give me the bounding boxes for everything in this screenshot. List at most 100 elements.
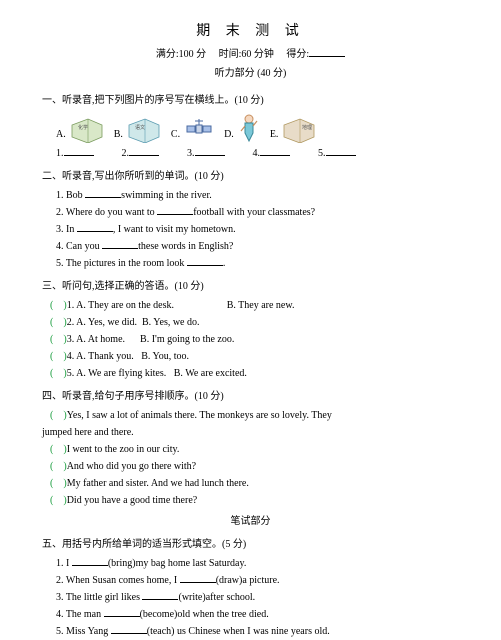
paren-open: ( [50, 334, 53, 345]
paren-open: ( [50, 300, 53, 311]
s1-label-b: B. [114, 126, 123, 143]
s2-q4b: these words in English? [138, 241, 233, 252]
s3-q1: ( )1. A. They are on the desk. B. They a… [42, 297, 459, 314]
paren-open: ( [50, 444, 53, 455]
page-title: 期 末 测 试 [42, 20, 459, 44]
s1-label-d: D. [224, 126, 234, 143]
s5-q5b: (teach) us Chinese when I was nine years… [147, 626, 330, 637]
score-row: 满分:100 分 时间:60 分钟 得分: [42, 46, 459, 63]
book-icon-1: 化学 [70, 117, 104, 143]
s5-q3a: 3. The little girl likes [56, 592, 142, 603]
s3-heading: 三、听问句,选择正确的答语。(10 分) [42, 278, 459, 295]
s3-q3b: B. I'm going to the zoo. [140, 334, 234, 345]
paren-open: ( [50, 351, 53, 362]
s2-q3: 3. In , I want to visit my hometown. [42, 221, 459, 238]
s2-q2: 2. Where do you want to football with yo… [42, 204, 459, 221]
time-limit: 时间:60 分钟 [219, 49, 274, 60]
s5-q5-blank[interactable] [111, 624, 147, 634]
s4-l2: ( )I went to the zoo in our city. [42, 441, 459, 458]
s2-heading: 二、听录音,写出你所听到的单词。(10 分) [42, 168, 459, 185]
s2-q1b: swimming in the river. [121, 190, 212, 201]
s3-q2b: B. Yes, we do. [142, 317, 200, 328]
svg-text:语文: 语文 [135, 124, 145, 131]
paren-open: ( [50, 410, 53, 421]
s4-l5: ( )Did you have a good time there? [42, 492, 459, 509]
s4-l1: ( )Yes, I saw a lot of animals there. Th… [42, 407, 459, 424]
s4-l3-text: And who did you go there with? [67, 461, 196, 472]
s4-l4-text: My father and sister. And we had lunch t… [67, 478, 249, 489]
s5-q4-blank[interactable] [104, 607, 140, 617]
paren-open: ( [50, 461, 53, 472]
s5-q2b: (draw)a picture. [216, 575, 280, 586]
s1-n4: 4. [253, 148, 261, 159]
svg-text:地理: 地理 [302, 124, 312, 131]
s3-q5a: 5. A. We are flying kites. [67, 368, 167, 379]
s5-q3-blank[interactable] [142, 590, 178, 600]
s3-q2: ( )2. A. Yes, we did. B. Yes, we do. [42, 314, 459, 331]
s3-q4: ( )4. A. Thank you. B. You, too. [42, 348, 459, 365]
s3-q1a: 1. A. They are on the desk. [67, 297, 207, 314]
s2-q5-blank[interactable] [187, 256, 223, 266]
written-header: 笔试部分 [42, 513, 459, 530]
s3-q1b: B. They are new. [227, 300, 295, 311]
s5-q3b: (write)after school. [178, 592, 255, 603]
book-icon-3: 地理 [282, 117, 316, 143]
s2-q5b: . [223, 258, 226, 269]
s4-l1a: Yes, I saw a lot of animals there. The m… [67, 410, 332, 421]
s1-n1: 1. [56, 148, 64, 159]
s5-q2a: 2. When Susan comes home, I [56, 575, 180, 586]
s5-q5: 5. Miss Yang (teach) us Chinese when I w… [42, 623, 459, 640]
s2-q5: 5. The pictures in the room look . [42, 255, 459, 272]
s1-b2[interactable] [129, 146, 159, 156]
s4-l3: ( )And who did you go there with? [42, 458, 459, 475]
s4-l5-text: Did you have a good time there? [67, 495, 198, 506]
s1-b3[interactable] [195, 146, 225, 156]
s2-q2b: football with your classmates? [193, 207, 315, 218]
s5-q4: 4. The man (become)old when the tree die… [42, 606, 459, 623]
score-blank[interactable] [309, 47, 345, 57]
s5-q2: 2. When Susan comes home, I (draw)a pict… [42, 572, 459, 589]
s1-b5[interactable] [326, 146, 356, 156]
paren-open: ( [50, 478, 53, 489]
satellite-icon [184, 115, 214, 143]
s5-q4b: (become)old when the tree died. [140, 609, 269, 620]
s5-heading: 五、用括号内所给单词的适当形式填空。(5 分) [42, 536, 459, 553]
s1-heading: 一、听录音,把下列图片的序号写在横线上。(10 分) [42, 92, 459, 109]
s1-n5: 5. [318, 148, 326, 159]
s5-q5a: 5. Miss Yang [56, 626, 111, 637]
s2-q3-blank[interactable] [77, 222, 113, 232]
s1-label-e: E. [270, 126, 279, 143]
s2-q4: 4. Can you these words in English? [42, 238, 459, 255]
listening-header: 听力部分 (40 分) [42, 65, 459, 82]
s3-q3a: 3. A. At home. [67, 334, 125, 345]
s1-b1[interactable] [64, 146, 94, 156]
s3-q3: ( )3. A. At home. B. I'm going to the zo… [42, 331, 459, 348]
s1-label-a: A. [56, 126, 66, 143]
s1-n2: 2. [122, 148, 130, 159]
s1-images: A. 化学 B. 语文 C. D. E. 地理 [42, 113, 459, 143]
s3-q4b: B. You, too. [141, 351, 189, 362]
paren-open: ( [50, 368, 53, 379]
s1-b4[interactable] [260, 146, 290, 156]
s4-heading: 四、听录音,给句子用序号排顺序。(10 分) [42, 388, 459, 405]
s5-q2-blank[interactable] [180, 573, 216, 583]
paren-open: ( [50, 495, 53, 506]
s5-q1-blank[interactable] [72, 556, 108, 566]
s2-q1-blank[interactable] [85, 188, 121, 198]
s2-q2a: 2. Where do you want to [56, 207, 157, 218]
full-marks: 满分:100 分 [156, 49, 206, 60]
s3-q4a: 4. A. Thank you. [67, 351, 134, 362]
s4-l1b: jumped here and there. [42, 424, 459, 441]
s2-q1a: 1. Bob [56, 190, 85, 201]
s2-q2-blank[interactable] [157, 205, 193, 215]
s5-q4a: 4. The man [56, 609, 104, 620]
s1-n3: 3. [187, 148, 195, 159]
s2-q3b: , I want to visit my hometown. [113, 224, 236, 235]
s2-q3a: 3. In [56, 224, 77, 235]
s3-q2a: 2. A. Yes, we did. [67, 317, 137, 328]
s2-q5a: 5. The pictures in the room look [56, 258, 187, 269]
s3-q5b: B. We are excited. [174, 368, 247, 379]
s2-q4a: 4. Can you [56, 241, 102, 252]
s2-q4-blank[interactable] [102, 239, 138, 249]
s4-l2-text: I went to the zoo in our city. [67, 444, 180, 455]
